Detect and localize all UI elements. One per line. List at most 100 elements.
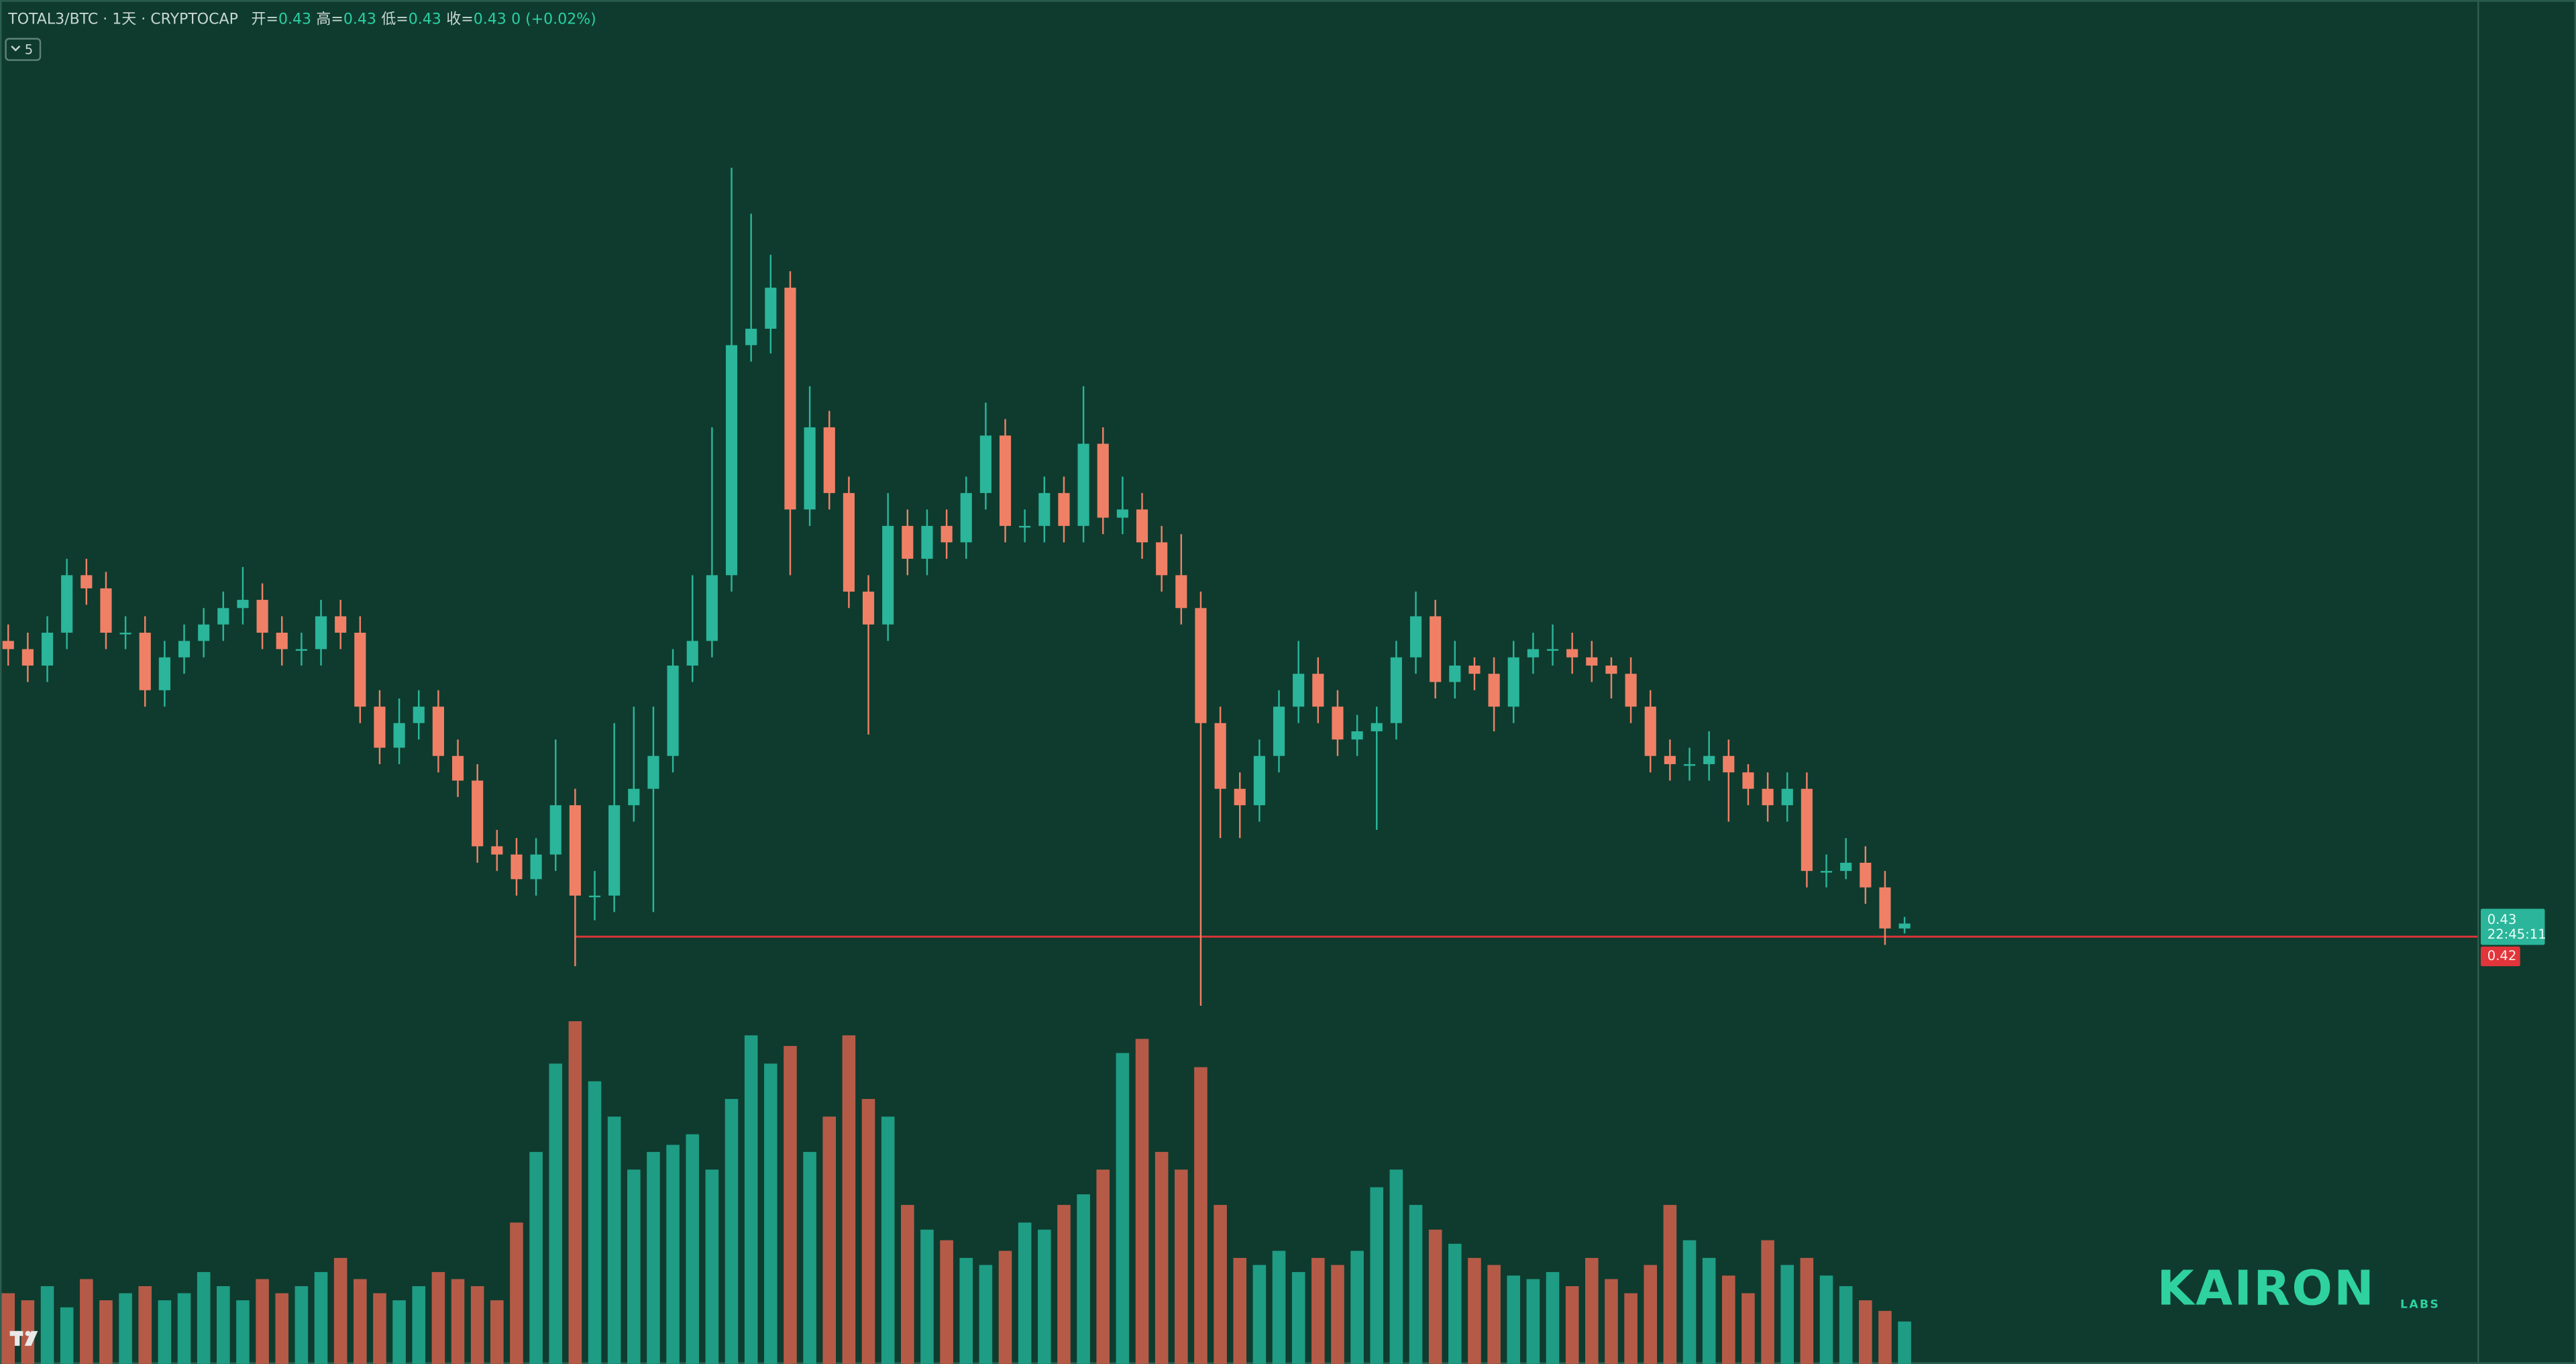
- volume-bar: [1878, 1310, 1892, 1364]
- candle-body: [569, 805, 581, 896]
- volume-bar: [529, 1151, 543, 1364]
- candle-body: [1723, 755, 1735, 773]
- candle-body: [1430, 616, 1442, 682]
- candle-body: [1840, 862, 1852, 872]
- candle-body: [21, 649, 34, 666]
- volume-bar: [647, 1151, 660, 1364]
- candle-body: [1586, 657, 1598, 666]
- candle-body: [549, 805, 561, 855]
- volume-bar: [627, 1169, 641, 1364]
- candle-body: [1683, 764, 1696, 766]
- volume-bar: [959, 1257, 973, 1364]
- legend-label: 低=: [381, 11, 409, 28]
- candle-body: [1781, 788, 1793, 806]
- volume-bar: [217, 1286, 230, 1364]
- candle-body: [276, 633, 288, 649]
- volume-bar: [1682, 1240, 1697, 1364]
- volume-bar: [1663, 1204, 1677, 1364]
- candle-body: [237, 600, 249, 609]
- volume-bar: [1038, 1229, 1051, 1364]
- candle-body: [1507, 657, 1519, 707]
- volume-bar: [314, 1271, 328, 1364]
- candle-body: [1195, 608, 1207, 723]
- candle-body: [80, 575, 93, 588]
- candle-body: [413, 706, 425, 723]
- volume-bar: [138, 1286, 152, 1364]
- candle-body: [2, 641, 14, 649]
- candle-body: [1605, 666, 1617, 674]
- candle-body: [1097, 443, 1109, 518]
- volume-bar: [256, 1279, 269, 1364]
- candle-body: [1234, 788, 1246, 806]
- candle-body: [530, 854, 542, 880]
- volume-bar: [1448, 1243, 1462, 1364]
- volume-bar: [1644, 1265, 1658, 1364]
- candle-body: [1468, 666, 1481, 674]
- candle-body: [451, 755, 464, 781]
- candle-body: [1409, 616, 1422, 658]
- candle-body: [1762, 788, 1774, 806]
- volume-bar: [979, 1265, 993, 1364]
- chevron-icon: [11, 45, 21, 52]
- volume-bar: [549, 1063, 563, 1364]
- volume-bar: [373, 1293, 386, 1364]
- volume-bar: [607, 1116, 621, 1364]
- volume-bar: [1252, 1265, 1267, 1364]
- volume-bar: [60, 1307, 74, 1364]
- legend-label: 开=: [251, 11, 278, 28]
- candle-body: [1312, 674, 1324, 707]
- volume-bar: [392, 1300, 406, 1364]
- volume-bar: [1194, 1067, 1208, 1364]
- candle-body: [1038, 492, 1051, 526]
- volume-bar: [1428, 1229, 1442, 1364]
- volume-bar: [842, 1035, 856, 1364]
- volume-bar: [1780, 1265, 1794, 1364]
- volume-bar: [1272, 1251, 1286, 1364]
- volume-bar: [1155, 1151, 1169, 1364]
- candle-body: [335, 616, 347, 633]
- volume-bar: [901, 1204, 914, 1364]
- candle-body: [1214, 723, 1226, 789]
- volume-bar: [784, 1045, 797, 1364]
- candle-body: [1293, 674, 1305, 707]
- candle-body: [686, 641, 698, 666]
- candle-body: [1332, 706, 1344, 740]
- volume-bar: [705, 1169, 719, 1364]
- candle-body: [119, 633, 131, 635]
- volume-bar: [1370, 1187, 1384, 1364]
- candle-body: [628, 788, 640, 806]
- candle-body: [432, 706, 444, 756]
- candle-body: [256, 600, 268, 633]
- volume-bar: [822, 1116, 837, 1364]
- volume-bar: [1526, 1279, 1540, 1364]
- candle-body: [354, 633, 366, 707]
- candle-body: [882, 525, 894, 625]
- volume-bar: [1898, 1321, 1911, 1364]
- indicator-count[interactable]: 5: [25, 42, 33, 57]
- candle-body: [1058, 492, 1070, 526]
- candle-body: [588, 895, 601, 898]
- volume-bar: [80, 1279, 93, 1364]
- candle-body: [1019, 525, 1031, 528]
- volume-bar: [1468, 1257, 1481, 1364]
- candle-body: [374, 706, 386, 748]
- candle-body: [1879, 887, 1891, 929]
- price-label: 0.43: [2487, 912, 2517, 927]
- candle-body: [1077, 443, 1089, 526]
- volume-bar: [998, 1251, 1012, 1364]
- candle-body: [765, 287, 777, 329]
- price-label-box: [2480, 908, 2545, 945]
- brand-logo: KAIRON: [2157, 1261, 2376, 1316]
- line-label: 0.42: [2487, 948, 2517, 963]
- volume-bar: [940, 1240, 953, 1364]
- change: 0 (+0.02%): [511, 11, 596, 28]
- candle-body: [1136, 509, 1148, 543]
- volume-bar: [197, 1271, 211, 1364]
- indicator-toggle-box[interactable]: [5, 38, 42, 61]
- candle-body: [100, 588, 112, 633]
- candle-body: [1253, 755, 1265, 806]
